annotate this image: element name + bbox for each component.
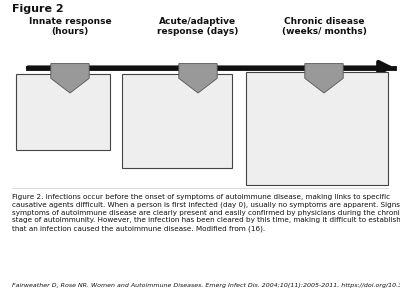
FancyBboxPatch shape <box>246 72 388 184</box>
Text: Infection cleared
Chronic autoimmune
disease
Signs and symptoms of
autoimmune di: Infection cleared Chronic autoimmune dis… <box>252 76 353 154</box>
Text: Fairweather D, Rose NR. Women and Autoimmune Diseases. Emerg Infect Dis. 2004;10: Fairweather D, Rose NR. Women and Autoim… <box>12 284 400 289</box>
Text: Figure 2. Infections occur before the onset of symptoms of autoimmune disease, m: Figure 2. Infections occur before the on… <box>12 194 400 232</box>
Text: Day 0 of
infection
No apparent
symptoms: Day 0 of infection No apparent symptoms <box>22 78 76 122</box>
FancyBboxPatch shape <box>122 74 232 168</box>
Text: Figure 2: Figure 2 <box>12 4 64 14</box>
Text: Acute/adaptive
response (days): Acute/adaptive response (days) <box>157 16 239 36</box>
Polygon shape <box>51 64 89 93</box>
Polygon shape <box>305 64 343 93</box>
FancyBboxPatch shape <box>16 74 110 150</box>
Polygon shape <box>179 64 217 93</box>
Text: Innate response
(hours): Innate response (hours) <box>29 16 111 36</box>
Text: Acute infection
Possible symptoms
Possibly visit doctor
Possible undetected
auto: Acute infection Possible symptoms Possib… <box>128 78 218 133</box>
Text: Chronic disease
(weeks/ months): Chronic disease (weeks/ months) <box>282 16 366 36</box>
